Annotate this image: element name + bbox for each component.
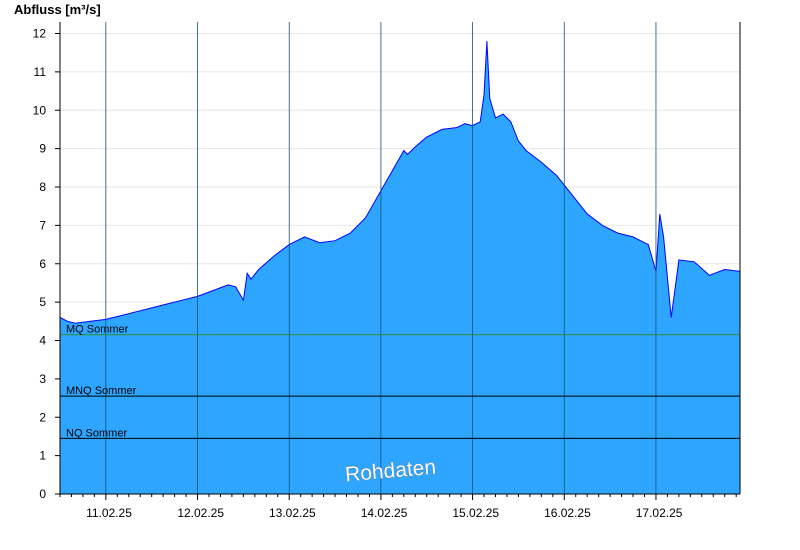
x-tick-label: 13.02.25 [269, 506, 316, 520]
y-tick-label: 2 [39, 410, 46, 424]
x-tick-labels: 11.02.25 12.02.25 13.02.25 14.02.25 15.02.25… [86, 506, 683, 520]
day-separator-lines [105, 22, 657, 494]
y-tick-label: 12 [33, 27, 47, 41]
reference-line-label: MQ Sommer [66, 324, 129, 336]
x-tick-label: 17.02.25 [636, 506, 683, 520]
y-tick-label: 9 [39, 142, 46, 156]
axes [55, 22, 741, 500]
reference-line-label: NQ Sommer [66, 427, 127, 439]
y-tick-label: 8 [39, 180, 46, 194]
reference-lines: MQ Sommer MNQ Sommer NQ Sommer [60, 324, 740, 439]
x-tick-label: 15.02.25 [452, 506, 499, 520]
y-tick-label: 7 [39, 218, 46, 232]
x-tick-label: 11.02.25 [86, 506, 132, 520]
y-tick-label: 6 [39, 257, 46, 271]
y-tick-label: 0 [39, 487, 46, 501]
y-tick-label: 4 [39, 334, 46, 348]
discharge-area [60, 41, 740, 494]
y-tick-label: 10 [33, 103, 47, 117]
y-tick-label: 5 [39, 295, 46, 309]
x-tick-label: 12.02.25 [177, 506, 224, 520]
reference-line-label: MNQ Sommer [66, 385, 137, 397]
y-tick-label: 1 [39, 449, 46, 463]
y-axis-title: Abfluss [m³/s] [14, 2, 101, 17]
y-tick-label: 11 [34, 65, 47, 79]
x-tick-label: 14.02.25 [361, 506, 408, 520]
x-tick-label: 16.02.25 [544, 506, 591, 520]
y-tick-label: 3 [39, 372, 46, 386]
